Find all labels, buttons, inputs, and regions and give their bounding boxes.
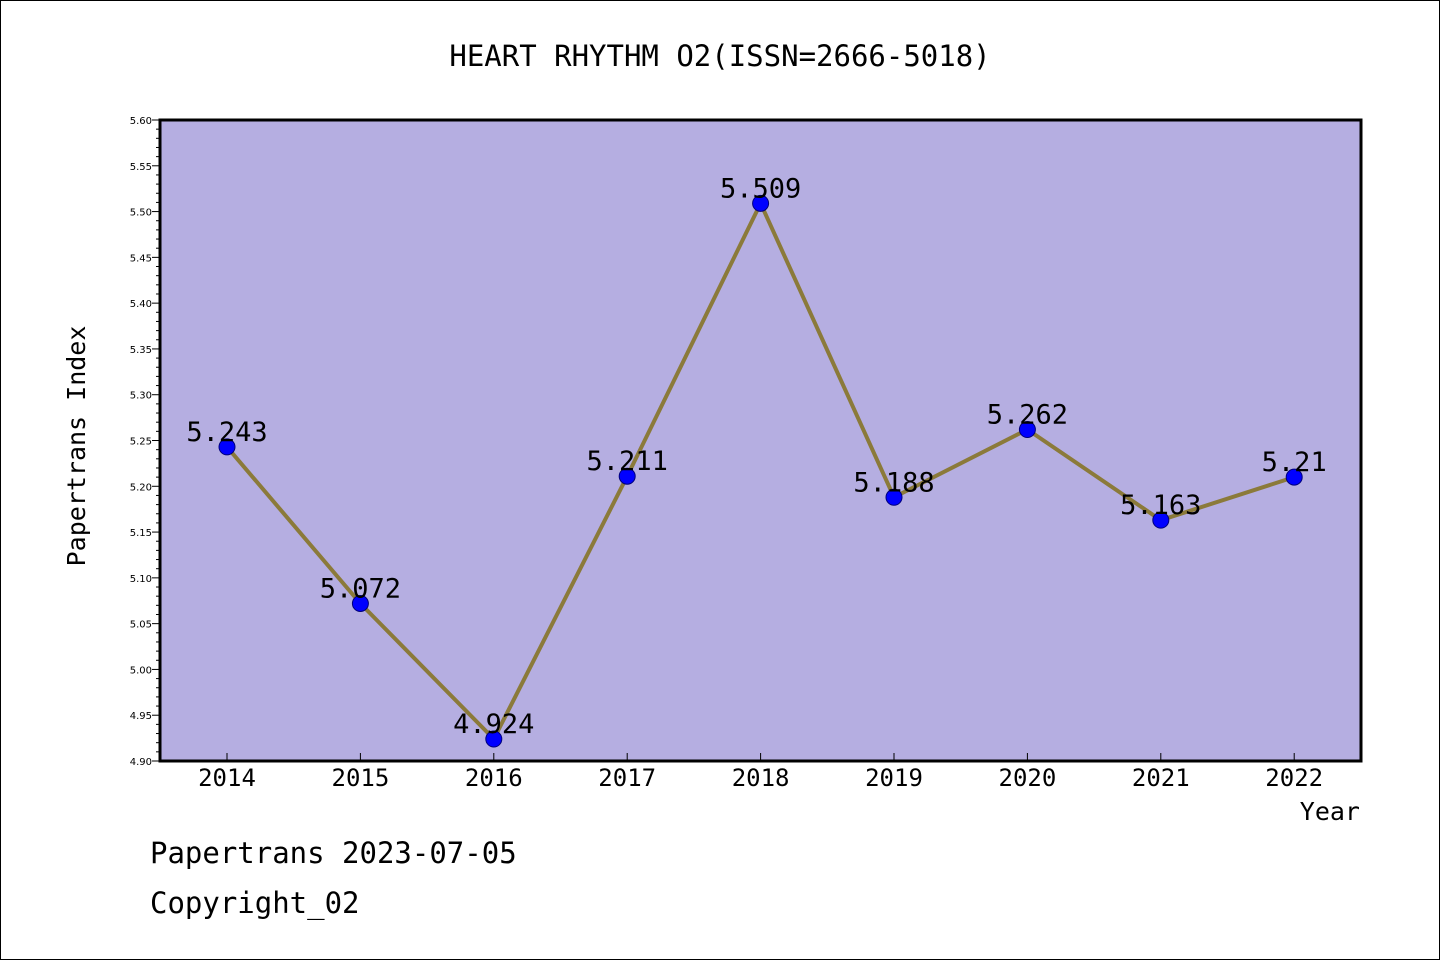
data-point <box>218 438 236 456</box>
x-tick-label: 2014 <box>198 764 256 792</box>
x-tick-label: 2015 <box>332 764 390 792</box>
y-tick-label: 5.60 <box>130 116 152 127</box>
data-label: 4.924 <box>453 709 534 740</box>
y-tick-label: 5.05 <box>130 620 152 631</box>
data-point <box>618 467 636 485</box>
y-tick-label: 5.25 <box>130 437 152 448</box>
y-tick-label: 5.55 <box>130 162 152 173</box>
data-label: 5.21 <box>1262 447 1327 478</box>
data-label: 5.188 <box>853 467 934 498</box>
y-axis: 4.90 4.95 5.00 5.05 5.10 5.15 5.20 5.25 5.30 5.35… <box>130 116 160 768</box>
data-point <box>1018 421 1036 439</box>
data-point <box>752 194 770 212</box>
chart-title: HEART RHYTHM O2(ISSN=2666-5018) <box>449 39 990 73</box>
y-tick-label: 5.15 <box>130 528 152 539</box>
x-tick-label: 2020 <box>999 764 1057 792</box>
y-tick-label: 5.20 <box>130 482 152 493</box>
data-point <box>1152 511 1170 529</box>
x-axis: 2014 2015 2016 2017 2018 2019 2020 2021 2022 <box>198 753 1323 792</box>
data-point <box>885 488 903 506</box>
plot-area <box>158 118 1363 763</box>
x-tick-label: 2022 <box>1265 764 1323 792</box>
y-tick-label: 5.50 <box>130 208 152 219</box>
y-tick-label: 5.10 <box>130 574 152 585</box>
y-tick-label: 5.40 <box>130 299 152 310</box>
x-tick-label: 2021 <box>1132 764 1190 792</box>
data-label: 5.163 <box>1120 490 1201 521</box>
footer-copyright: Copyright_02 <box>150 886 360 920</box>
y-tick-label: 5.00 <box>130 665 152 676</box>
y-tick-label: 5.45 <box>130 253 152 264</box>
x-axis-label: Year <box>1300 797 1360 826</box>
data-labels: 5.243 5.072 4.924 5.211 5.509 5.188 5.262 5.163… <box>186 173 1326 740</box>
data-label: 5.243 <box>186 417 267 448</box>
data-label: 5.509 <box>720 173 801 204</box>
y-tick-label: 4.95 <box>130 711 152 722</box>
x-tick-label: 2019 <box>865 764 923 792</box>
y-axis-label: Papertrans Index <box>62 326 91 567</box>
x-tick-label: 2016 <box>465 764 523 792</box>
x-tick-label: 2017 <box>598 764 656 792</box>
data-label: 5.211 <box>587 446 668 477</box>
y-tick-label: 5.30 <box>130 391 152 402</box>
footer-date: Papertrans 2023-07-05 <box>150 836 517 870</box>
data-point <box>485 730 503 748</box>
data-label: 5.262 <box>987 400 1068 431</box>
data-label: 5.072 <box>320 573 401 604</box>
x-tick-label: 2018 <box>732 764 790 792</box>
y-tick-label: 4.90 <box>130 757 152 768</box>
data-point <box>1285 468 1303 486</box>
data-points <box>218 194 1303 748</box>
y-tick-label: 5.35 <box>130 345 152 356</box>
data-point <box>351 594 369 612</box>
